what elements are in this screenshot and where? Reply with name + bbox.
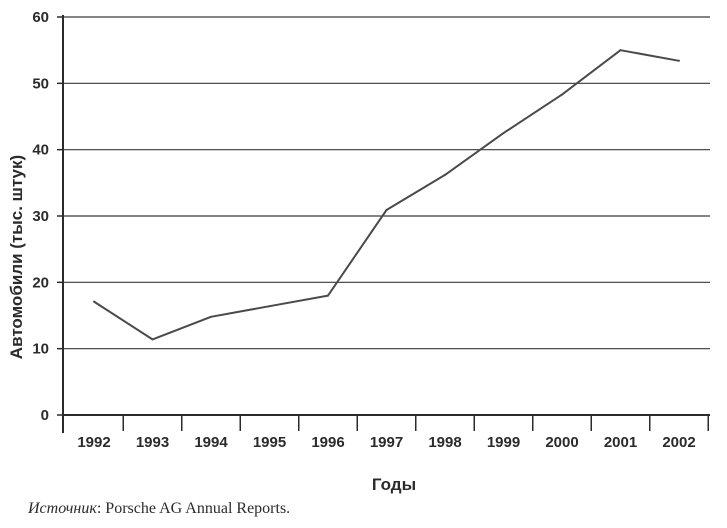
series-line	[93, 49, 680, 341]
y-tick-label: 50	[32, 75, 49, 92]
data-point	[151, 338, 154, 341]
data-point	[502, 132, 505, 135]
y-tick-label: 60	[32, 9, 49, 26]
x-tick-label: 2002	[662, 434, 695, 451]
y-tick-label: 10	[32, 341, 49, 358]
axes	[57, 15, 710, 433]
x-tick-label: 1998	[428, 434, 461, 451]
y-axis-title: Автомобили (тыс. штук)	[7, 155, 26, 359]
x-tick-label: 2000	[545, 434, 578, 451]
x-tick-label: 1995	[253, 434, 286, 451]
data-point	[619, 49, 622, 52]
data-point	[327, 294, 329, 297]
y-tick-label: 20	[32, 274, 49, 291]
x-tick-label: 1999	[487, 434, 520, 451]
data-point	[268, 305, 271, 308]
x-tick-label: 2001	[604, 434, 637, 451]
x-tick-label: 1997	[370, 434, 403, 451]
source-note: Источник: Porsche AG Annual Reports.	[28, 500, 290, 518]
data-point	[93, 300, 95, 303]
tick-labels: 0 10 20 30 40 50 60 1992 1993 1994 1995 1996 1997 199…	[32, 9, 695, 451]
data-point	[385, 209, 388, 212]
grid-lines	[63, 16, 710, 350]
x-tick-label: 1994	[194, 434, 228, 451]
x-tick-label: 1993	[136, 434, 169, 451]
x-tick-label: 1996	[311, 434, 344, 451]
y-tick-label: 40	[32, 142, 49, 159]
data-point	[444, 173, 446, 176]
source-text: : Porsche AG Annual Reports.	[96, 500, 291, 517]
x-tick-label: 1992	[77, 434, 110, 451]
data-point	[210, 315, 212, 318]
source-prefix: Источник	[28, 500, 97, 517]
y-tick-label: 30	[32, 208, 49, 225]
data-point	[678, 59, 680, 62]
series-layer	[93, 49, 680, 341]
y-tick-label: 0	[41, 407, 49, 424]
data-point	[561, 93, 563, 96]
x-axis-title: Годы	[372, 475, 416, 494]
